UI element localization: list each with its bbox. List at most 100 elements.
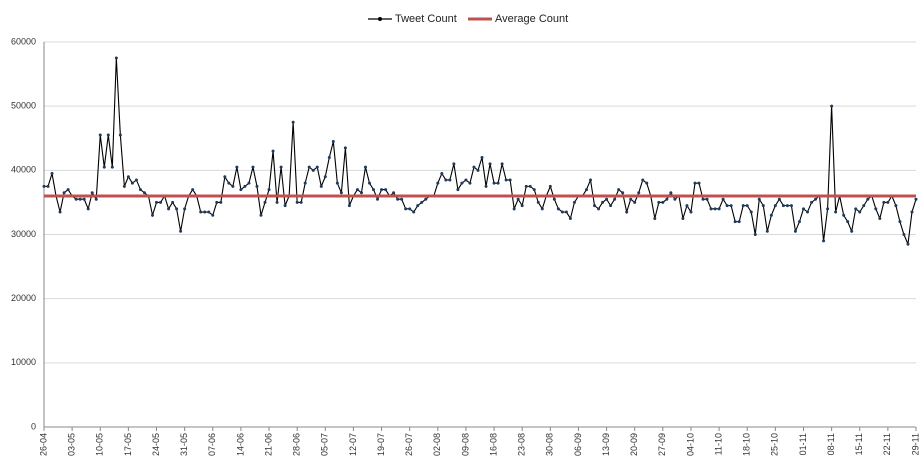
data-point xyxy=(548,184,552,188)
x-tick-label: 30-08 xyxy=(545,433,555,456)
data-point xyxy=(396,197,400,201)
data-point xyxy=(894,204,898,208)
data-point xyxy=(319,184,323,188)
data-point xyxy=(725,204,729,208)
data-point xyxy=(327,156,331,159)
data-point xyxy=(621,191,625,195)
x-tick-label: 31-05 xyxy=(179,433,189,456)
data-point xyxy=(874,207,878,211)
data-point xyxy=(239,188,243,192)
data-point xyxy=(862,204,866,208)
data-point xyxy=(508,178,512,182)
data-point xyxy=(910,210,914,214)
data-point xyxy=(263,200,267,204)
data-point xyxy=(822,239,826,243)
data-point xyxy=(223,175,227,179)
data-point xyxy=(512,207,516,211)
data-point xyxy=(376,197,380,201)
y-tick-label: 60000 xyxy=(11,36,36,46)
y-tick-label: 0 xyxy=(31,421,36,431)
data-point xyxy=(629,197,633,201)
data-point xyxy=(858,210,862,214)
data-point xyxy=(436,181,440,185)
data-point xyxy=(793,229,797,233)
data-point xyxy=(593,204,597,208)
x-tick-label: 14-06 xyxy=(235,433,245,456)
data-point xyxy=(444,178,448,182)
data-point xyxy=(315,165,319,169)
data-point xyxy=(572,200,576,204)
data-point xyxy=(878,216,882,220)
x-tick-label: 08-11 xyxy=(826,433,836,455)
x-tick-label: 27-09 xyxy=(657,433,667,456)
data-point xyxy=(191,188,195,192)
data-point xyxy=(810,200,814,204)
data-point xyxy=(737,220,741,224)
data-point xyxy=(601,200,605,204)
data-point xyxy=(733,220,737,224)
data-point xyxy=(633,200,637,204)
data-point xyxy=(789,204,793,208)
data-point xyxy=(199,210,203,214)
data-point xyxy=(440,172,444,176)
data-point xyxy=(488,162,492,166)
x-tick-label: 26-04 xyxy=(38,433,48,456)
data-point xyxy=(532,188,536,192)
x-tick-label: 28-06 xyxy=(292,433,302,456)
x-tick-label: 23-08 xyxy=(517,433,527,456)
data-point xyxy=(363,165,367,169)
data-point xyxy=(343,146,347,150)
data-point xyxy=(456,188,460,192)
y-tick-label: 20000 xyxy=(11,293,36,303)
data-point xyxy=(500,162,504,166)
data-point xyxy=(78,197,82,201)
data-point xyxy=(504,178,508,182)
data-point xyxy=(159,200,163,204)
data-point xyxy=(721,197,725,201)
data-point xyxy=(291,120,295,124)
data-point xyxy=(98,133,102,137)
data-point xyxy=(777,197,781,201)
data-point xyxy=(251,165,255,169)
data-point xyxy=(122,184,126,188)
data-point xyxy=(231,184,235,188)
data-point xyxy=(729,204,733,208)
data-point xyxy=(476,168,480,172)
data-point xyxy=(709,207,713,211)
data-point xyxy=(898,220,902,224)
data-point xyxy=(801,207,805,211)
data-point xyxy=(866,197,870,201)
x-tick-label: 15-11 xyxy=(854,433,864,455)
data-point xyxy=(138,188,142,192)
data-point xyxy=(641,178,645,182)
data-point xyxy=(886,200,890,204)
data-point xyxy=(400,197,404,201)
data-point xyxy=(749,210,753,214)
data-point xyxy=(380,188,384,192)
data-point xyxy=(279,165,283,169)
data-point xyxy=(58,210,62,214)
x-tick-label: 02-08 xyxy=(432,433,442,456)
data-point xyxy=(617,188,621,192)
data-point xyxy=(814,197,818,201)
legend-label: Tweet Count xyxy=(395,13,457,25)
x-tick-label: 04-10 xyxy=(685,433,695,456)
x-tick-label: 05-07 xyxy=(320,433,330,456)
data-point xyxy=(404,207,408,211)
data-point xyxy=(335,181,339,185)
data-point xyxy=(653,216,657,220)
data-point xyxy=(605,197,609,201)
data-point xyxy=(74,197,78,201)
data-point xyxy=(797,220,801,224)
data-point xyxy=(826,207,830,211)
data-point xyxy=(480,156,484,159)
data-point xyxy=(82,197,86,201)
data-point xyxy=(235,165,239,169)
data-point xyxy=(171,200,175,204)
data-point xyxy=(673,197,677,201)
data-point xyxy=(118,133,122,137)
data-point xyxy=(323,175,327,179)
data-point xyxy=(914,197,918,201)
data-point xyxy=(693,181,697,185)
x-tick-label: 03-05 xyxy=(67,433,77,456)
